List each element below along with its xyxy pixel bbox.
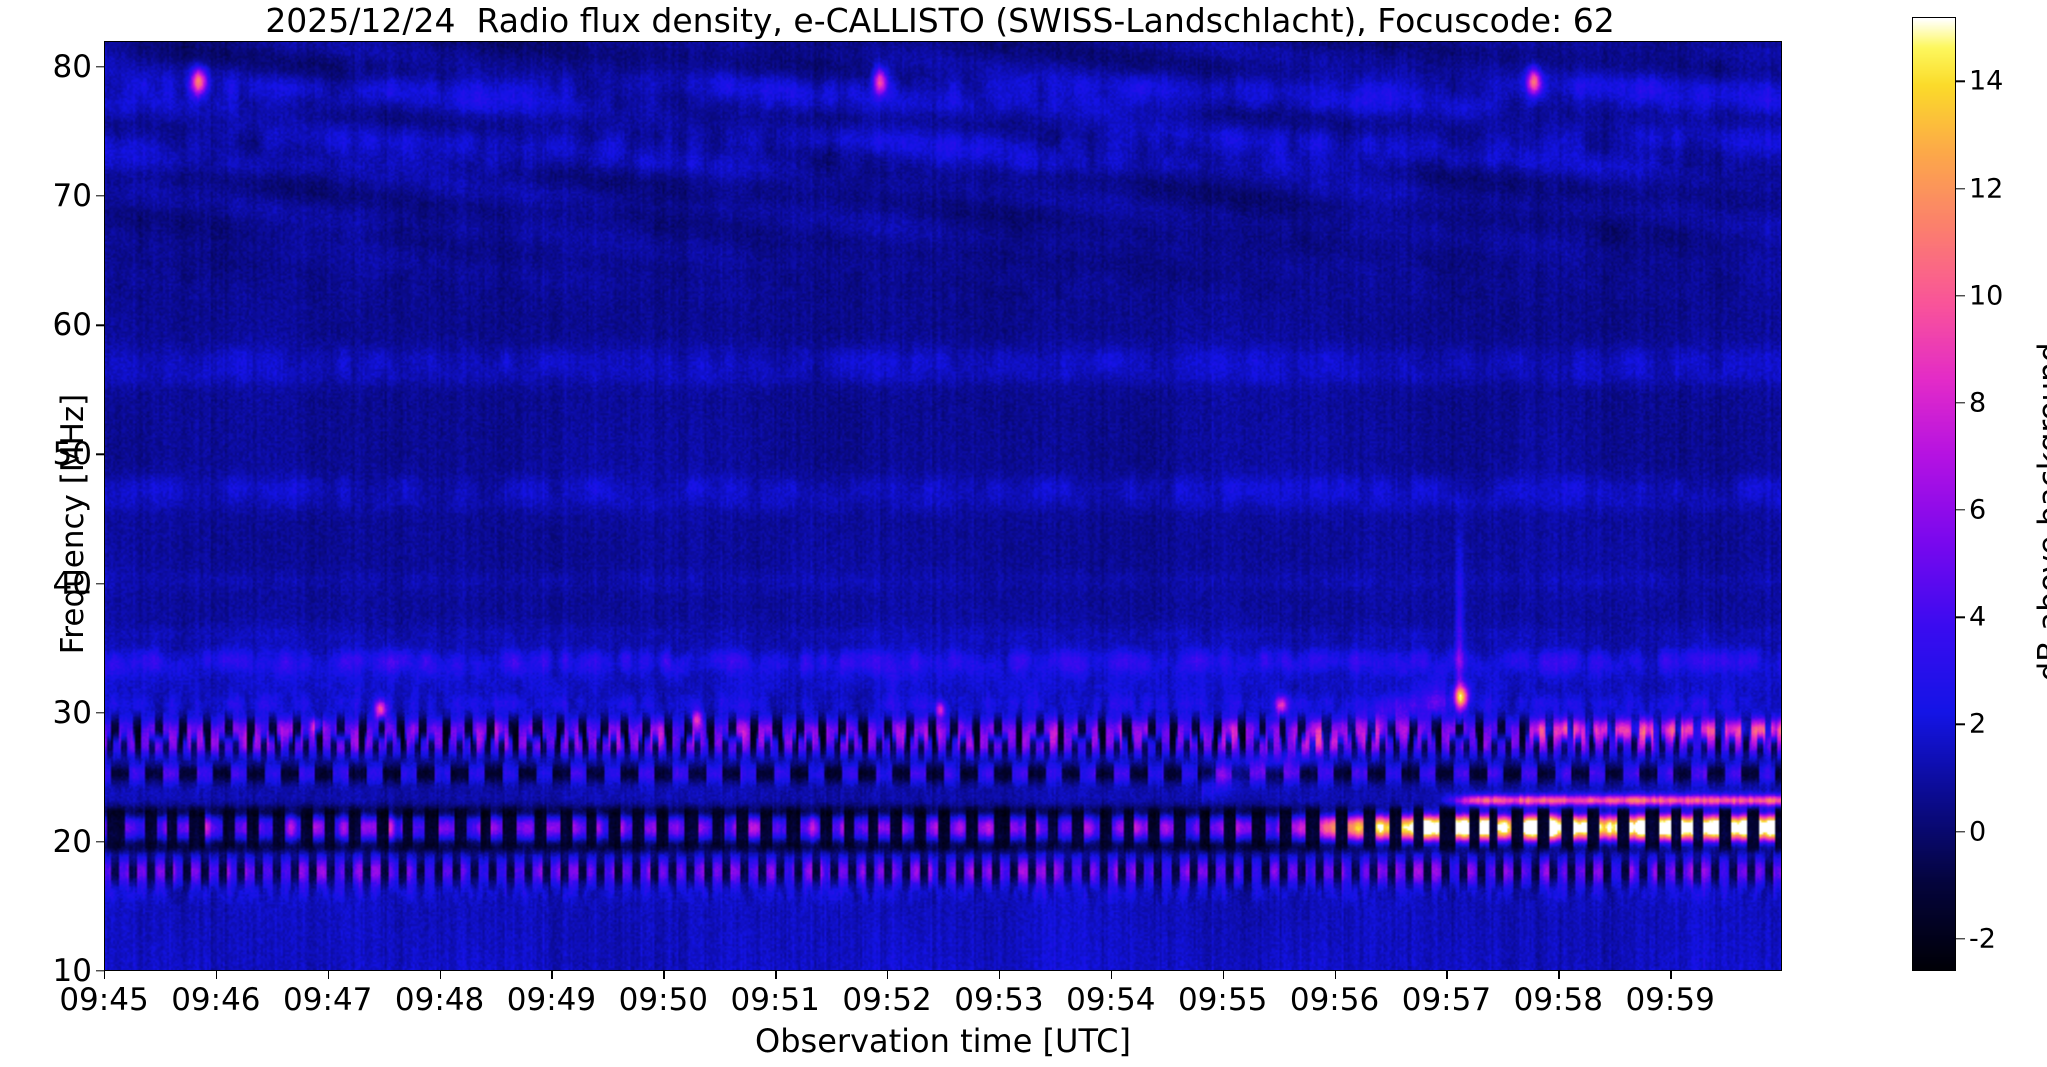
- x-tick-mark: [1670, 970, 1672, 979]
- x-tick-label: 09:55: [1177, 982, 1268, 1018]
- colorbar-tick-label: 14: [1969, 65, 2004, 97]
- y-tick-label: 30: [52, 694, 92, 731]
- colorbar-tick-mark: [1956, 402, 1965, 404]
- y-tick-mark: [96, 582, 105, 585]
- y-tick-mark: [96, 711, 105, 714]
- colorbar-tick-mark: [1956, 723, 1965, 726]
- x-tick-mark: [104, 970, 106, 979]
- y-tick-label: 10: [52, 953, 92, 989]
- x-tick-label: 09:53: [954, 982, 1044, 1018]
- colorbar-label: dB above background: [2032, 342, 2047, 682]
- x-tick-mark: [551, 970, 553, 979]
- y-tick-label: 40: [52, 565, 92, 602]
- colorbar-tick-mark: [1956, 294, 1965, 297]
- y-tick-label: 60: [52, 307, 92, 344]
- x-tick-label: 09:58: [1513, 982, 1603, 1018]
- x-tick-label: 09:48: [394, 982, 485, 1018]
- x-tick-label: 09:45: [59, 982, 149, 1018]
- y-tick-mark: [96, 970, 105, 972]
- x-axis-label: Observation time [UTC]: [755, 1022, 1131, 1060]
- colorbar-tick-label: 10: [1969, 280, 2004, 312]
- x-tick-mark: [663, 970, 665, 979]
- colorbar-tick-label: 4: [1969, 601, 1987, 633]
- spectrogram-plot-area[interactable]: [104, 41, 1782, 971]
- x-tick-mark: [998, 970, 1001, 979]
- x-tick-label: 09:52: [842, 982, 932, 1018]
- colorbar-tick-mark: [1956, 830, 1965, 833]
- x-tick-mark: [1446, 970, 1448, 979]
- x-tick-label: 09:57: [1401, 982, 1492, 1018]
- x-tick-mark: [215, 970, 218, 979]
- page-title: 2025/12/24 Radio flux density, e-CALLIST…: [265, 1, 1615, 40]
- x-tick-label: 09:56: [1289, 982, 1380, 1018]
- colorbar-tick-label: -2: [1969, 923, 1996, 955]
- colorbar-tick-label: 8: [1969, 387, 1987, 419]
- x-tick-mark: [1222, 970, 1225, 979]
- y-tick-mark: [96, 841, 105, 843]
- x-tick-mark: [887, 970, 889, 979]
- colorbar-tick-mark: [1956, 938, 1965, 940]
- colorbar-gradient: [1913, 18, 1955, 970]
- x-tick-label: 09:46: [171, 982, 261, 1018]
- x-tick-mark: [439, 970, 441, 979]
- colorbar-tick-label: 0: [1969, 816, 1987, 848]
- x-tick-mark: [1558, 970, 1560, 979]
- x-tick-label: 09:50: [618, 982, 708, 1018]
- x-tick-label: 09:54: [1066, 982, 1156, 1018]
- x-tick-label: 09:49: [506, 982, 597, 1018]
- colorbar-tick-mark: [1956, 80, 1965, 83]
- x-tick-mark: [775, 970, 777, 979]
- x-tick-label: 09:47: [283, 982, 373, 1018]
- colorbar-tick-label: 6: [1969, 494, 1987, 526]
- y-tick-mark: [96, 195, 105, 197]
- y-tick-label: 80: [52, 48, 92, 85]
- colorbar-tick-label: 12: [1969, 173, 2004, 204]
- x-tick-mark: [1334, 970, 1336, 979]
- x-tick-mark: [327, 970, 330, 979]
- colorbar-tick-mark: [1956, 616, 1965, 618]
- y-tick-label: 70: [52, 178, 92, 214]
- colorbar[interactable]: [1912, 17, 1956, 971]
- y-tick-mark: [96, 66, 105, 68]
- y-tick-mark: [96, 324, 105, 326]
- y-tick-label: 20: [52, 823, 92, 860]
- colorbar-tick-mark: [1956, 187, 1965, 190]
- x-tick-label: 09:51: [730, 982, 820, 1018]
- x-tick-mark: [1110, 970, 1113, 979]
- y-tick-mark: [96, 453, 105, 456]
- spectrogram-image: [105, 42, 1781, 970]
- colorbar-tick-label: 2: [1969, 708, 1987, 740]
- x-tick-label: 09:59: [1625, 982, 1715, 1018]
- colorbar-tick-mark: [1956, 509, 1965, 511]
- y-tick-label: 50: [52, 436, 92, 473]
